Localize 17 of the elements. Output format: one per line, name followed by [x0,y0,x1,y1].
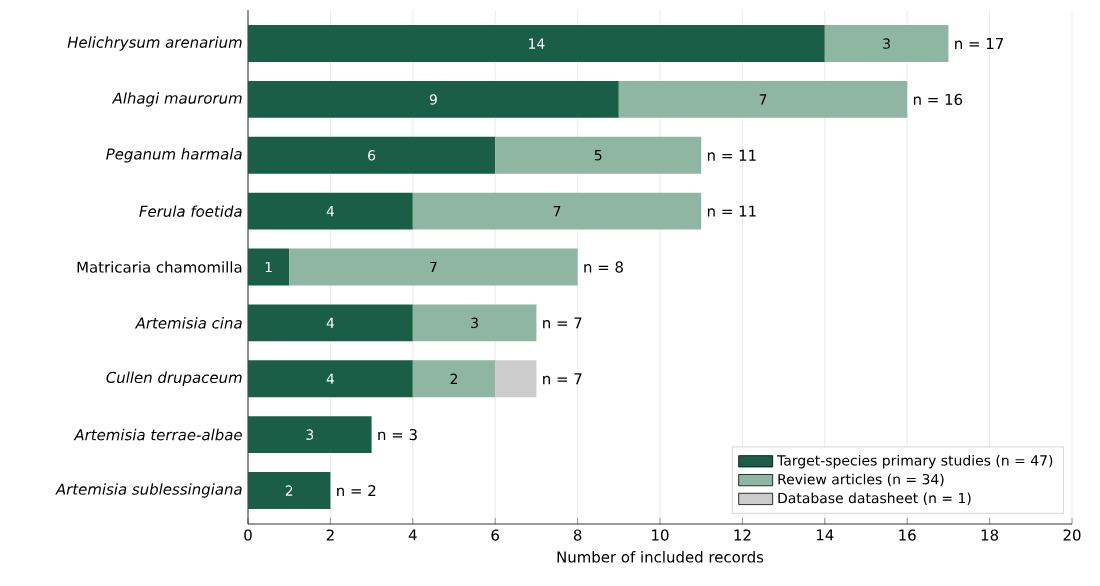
bar [248,304,413,342]
bar [289,248,578,286]
bar [412,192,702,230]
bar [248,472,331,509]
bar [248,248,290,286]
bar [248,416,372,454]
bar [412,304,537,342]
bar [248,80,619,118]
bar [248,360,413,398]
bar [412,360,496,398]
bar [248,136,496,174]
bar [824,25,949,62]
bar [248,25,825,62]
bar [495,136,702,174]
bar [618,80,908,118]
bar [248,192,413,230]
bar [495,360,537,398]
